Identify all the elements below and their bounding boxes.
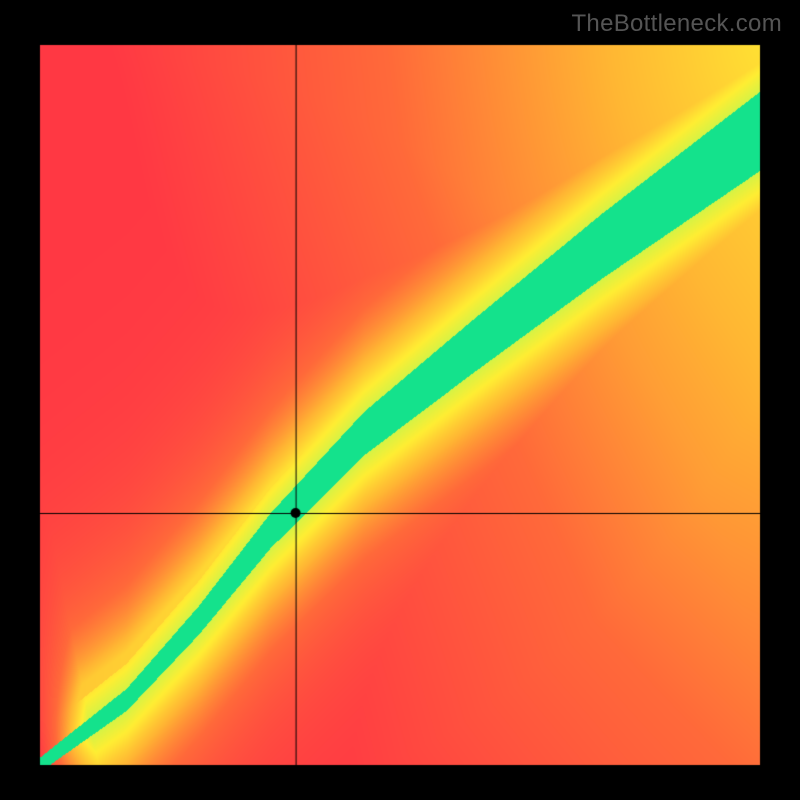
chart-container: TheBottleneck.com — [0, 0, 800, 800]
heatmap-canvas — [0, 0, 800, 800]
watermark-text: TheBottleneck.com — [571, 10, 782, 38]
